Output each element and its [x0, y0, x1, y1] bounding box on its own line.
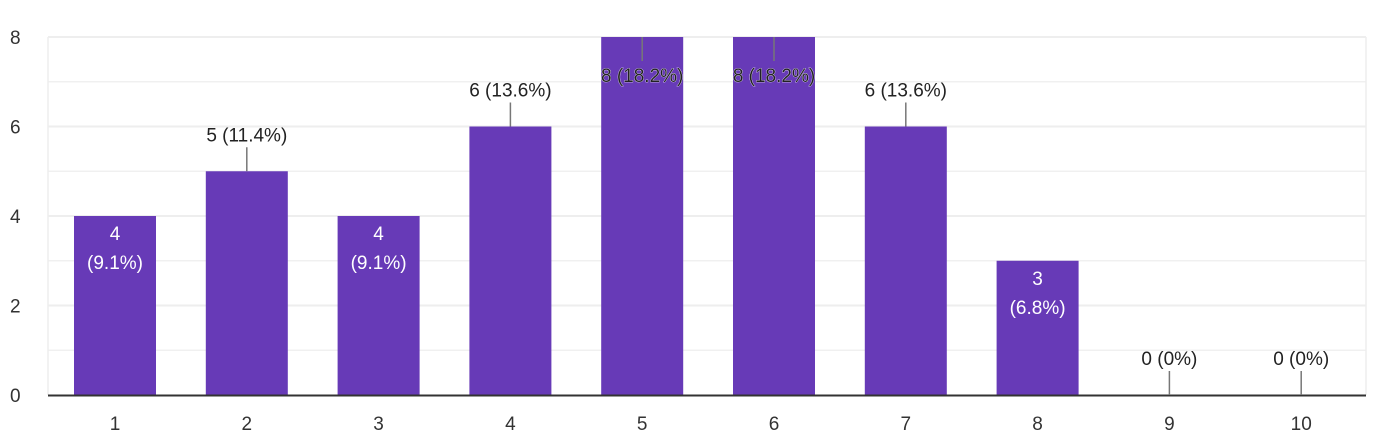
data-label: 5 (11.4%) [206, 125, 287, 146]
x-axis-ticks: 1 2 3 4 5 6 7 8 9 10 [110, 414, 1312, 435]
bar [205, 171, 288, 395]
y-tick-label: 4 [10, 207, 21, 228]
x-tick-label: 2 [242, 414, 253, 435]
x-tick-label: 9 [1164, 414, 1175, 435]
bar [733, 37, 815, 395]
y-tick-label: 8 [10, 28, 21, 49]
x-tick-label: 3 [373, 414, 384, 435]
data-label-percent: (6.8%) [1010, 298, 1066, 319]
data-label: 0 (0%) [1273, 349, 1329, 370]
data-label: 6 (13.6%) [469, 81, 551, 102]
data-label-count: 4 [373, 224, 384, 245]
y-tick-label: 0 [10, 386, 21, 407]
x-tick-label: 4 [505, 414, 516, 435]
y-tick-label: 2 [10, 297, 21, 318]
y-axis-ticks: 0 2 4 6 8 [10, 28, 21, 407]
data-label: 6 (13.6%) [865, 81, 947, 102]
data-label: 8 (18.2%) [733, 66, 815, 87]
x-tick-label: 8 [1032, 414, 1043, 435]
bars [74, 37, 1079, 395]
x-tick-label: 10 [1291, 414, 1312, 435]
bar [337, 216, 420, 395]
x-tick-label: 1 [110, 414, 121, 435]
data-label-count: 3 [1032, 269, 1043, 290]
bar [601, 37, 684, 395]
data-label-percent: (9.1%) [351, 253, 407, 274]
data-labels: 4 (9.1%) 5 (11.4%) 4 (9.1%) 6 (13.6%) 8 (18.2%… [87, 37, 1329, 395]
data-label: 8 (18.2%) [601, 66, 683, 87]
data-label-percent: (9.1%) [87, 253, 143, 274]
bar [864, 126, 947, 395]
x-tick-label: 6 [769, 414, 780, 435]
bar [996, 260, 1079, 395]
data-label: 0 (0%) [1141, 349, 1197, 370]
x-tick-label: 7 [901, 414, 912, 435]
data-label-count: 4 [110, 224, 121, 245]
y-tick-label: 6 [10, 118, 21, 139]
bar [74, 216, 156, 395]
bar [469, 126, 552, 395]
x-tick-label: 5 [637, 414, 648, 435]
